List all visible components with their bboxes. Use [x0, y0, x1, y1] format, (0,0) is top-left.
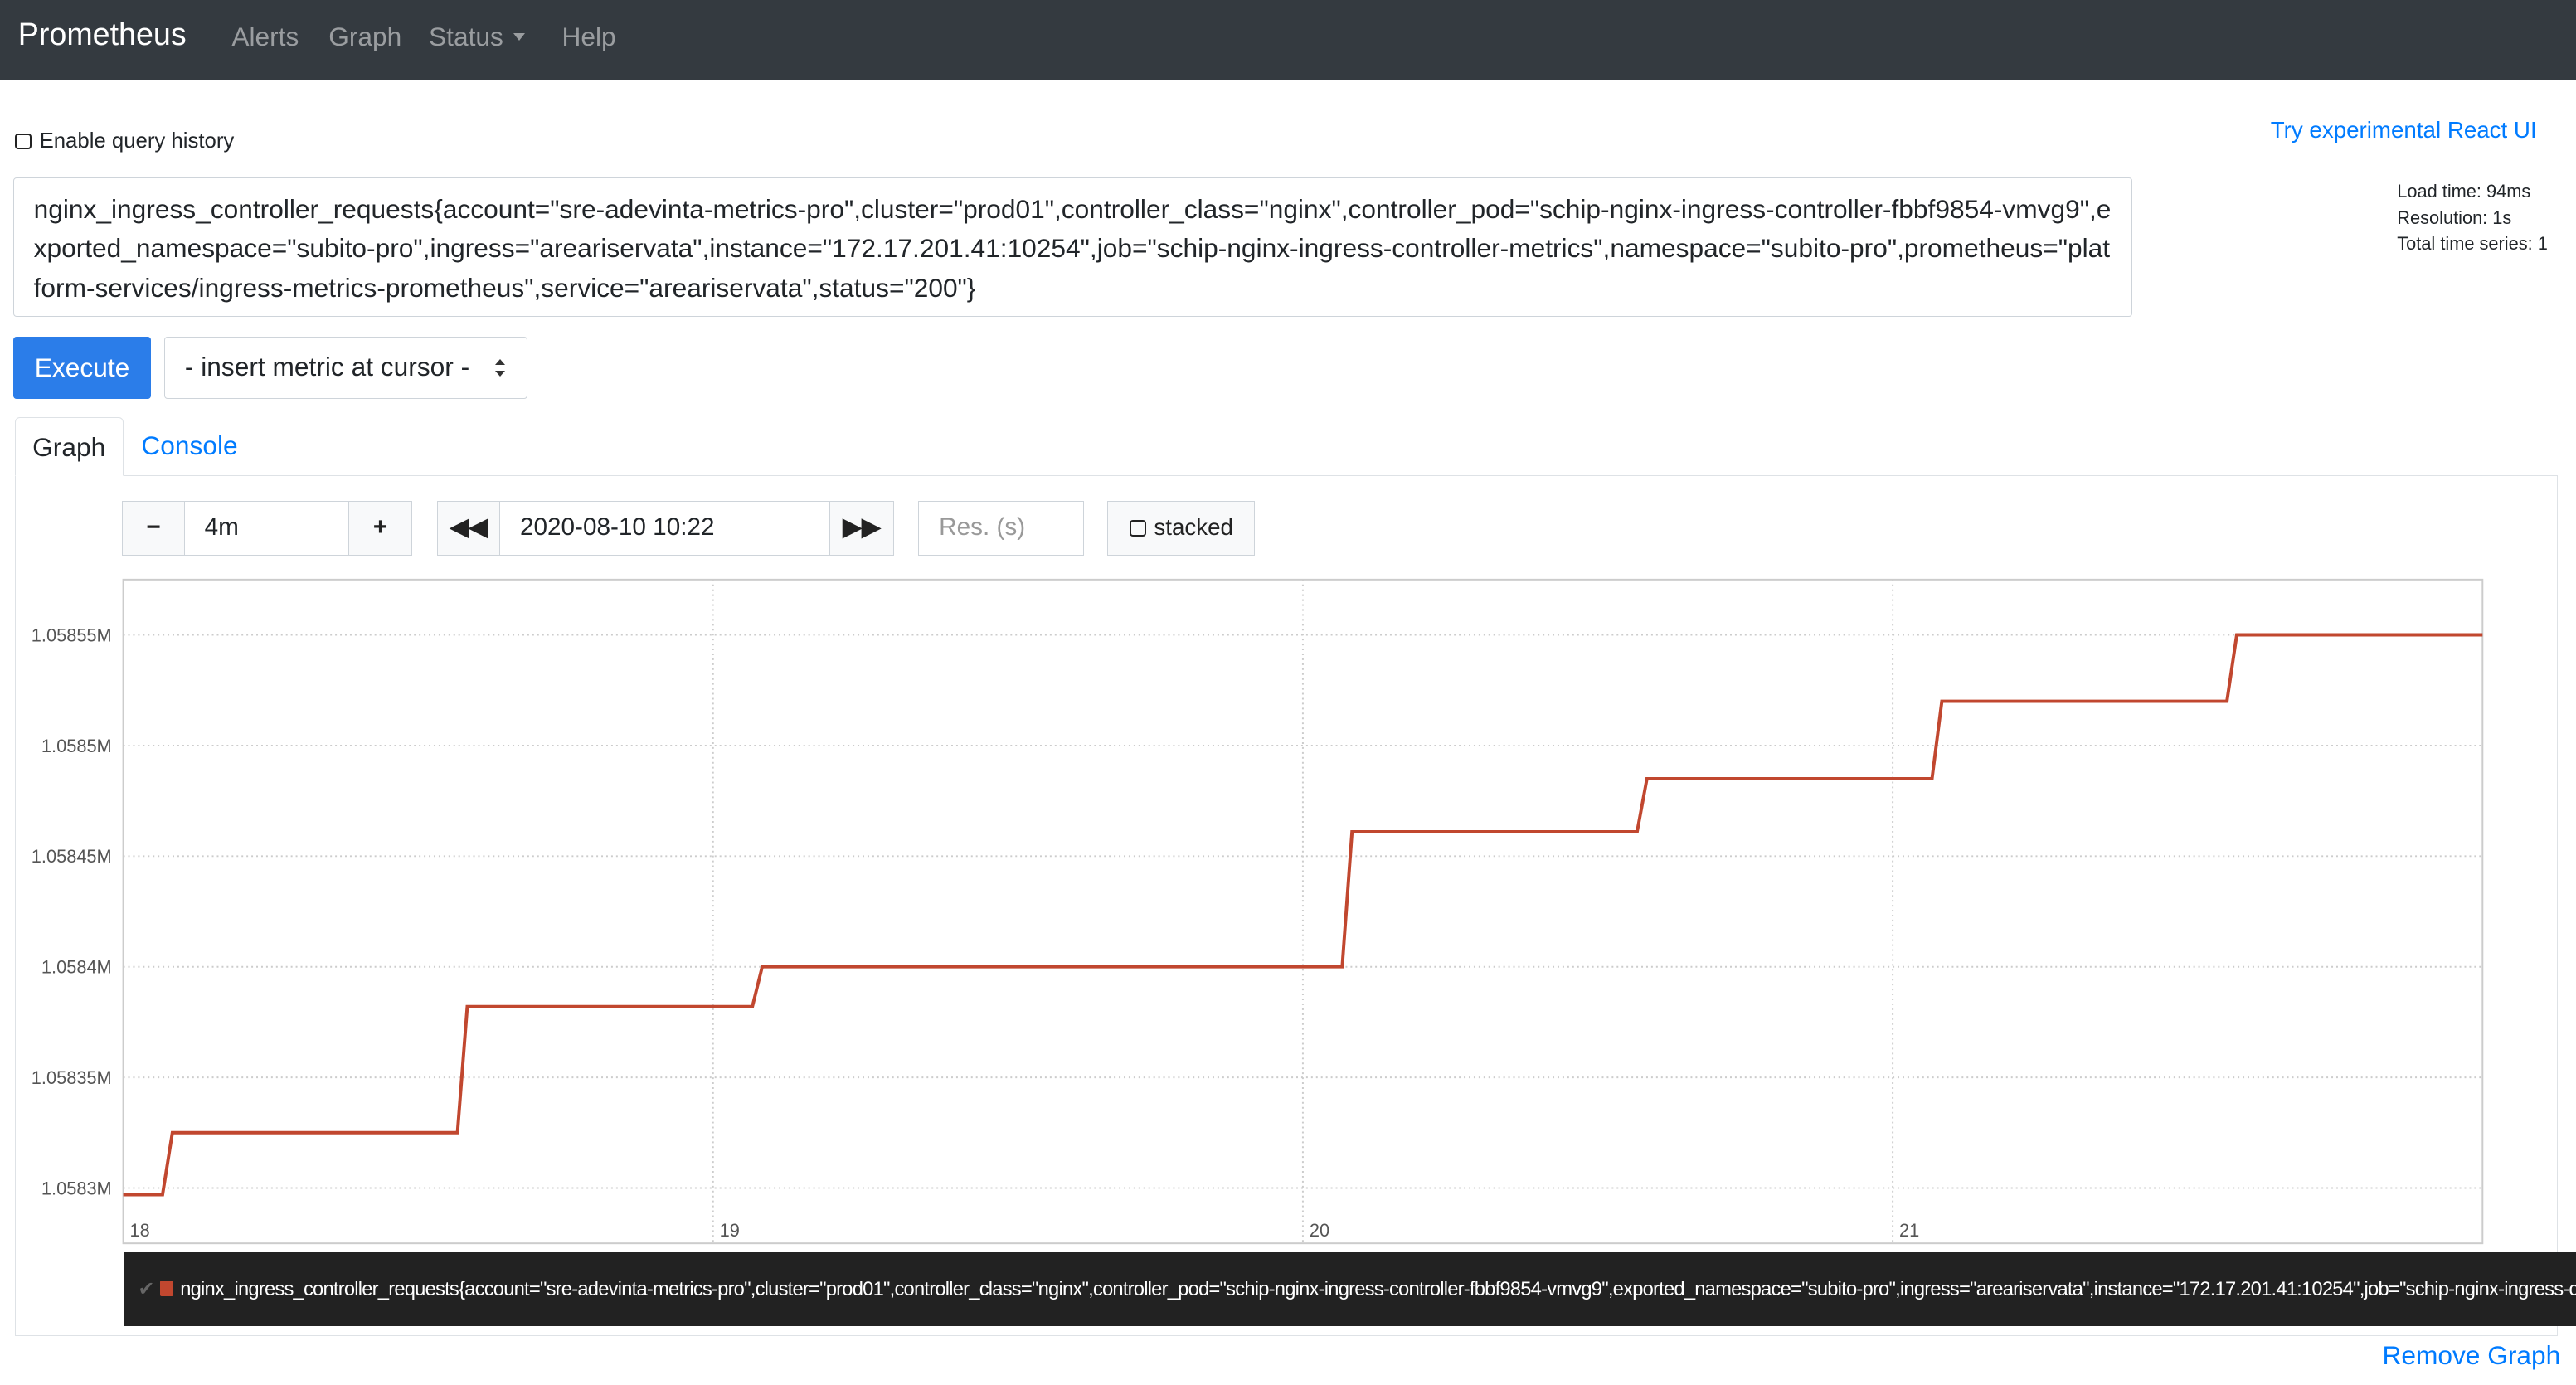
expression-input[interactable]: nginx_ingress_controller_requests{accoun… — [12, 177, 2133, 318]
insert-metric-select[interactable]: - insert metric at cursor - — [164, 337, 527, 400]
checkbox-icon[interactable] — [14, 133, 32, 150]
stacked-label: stacked — [1154, 514, 1233, 541]
react-ui-link[interactable]: Try experimental React UI — [2270, 116, 2537, 143]
query-history-label: Enable query history — [39, 129, 235, 153]
graph-chart[interactable]: 1.0583M 1.05835M 1.0584M 1.05845M 1.0585M 1.0… — [0, 566, 2576, 1256]
tab-graph[interactable]: Graph — [14, 417, 124, 477]
time-forward-button[interactable]: ▶▶ — [829, 501, 894, 556]
brand-logo[interactable]: Prometheus — [17, 16, 187, 51]
navbar: Prometheus Alerts Graph Status Help — [0, 0, 2576, 81]
rewind-icon: ◀◀ — [450, 513, 488, 542]
load-time: Load time: 94ms — [2397, 180, 2531, 202]
remove-graph-link[interactable]: Remove Graph — [2382, 1340, 2561, 1371]
fast-forward-icon: ▶▶ — [843, 513, 881, 542]
legend: ✔ nginx_ingress_controller_requests{accou… — [123, 1251, 2576, 1326]
y-tick-label: 1.0583M — [41, 1178, 112, 1199]
resolution-input[interactable]: Res. (s) — [918, 501, 1085, 556]
x-tick-label: 20 — [1310, 1221, 1329, 1242]
x-tick-label: 18 — [129, 1221, 149, 1242]
time-back-button[interactable]: ◀◀ — [436, 501, 502, 556]
nav-status-label: Status — [429, 21, 503, 51]
stacked-toggle[interactable]: stacked — [1107, 501, 1256, 556]
check-icon[interactable]: ✔ — [138, 1277, 154, 1300]
query-history-toggle[interactable]: Enable query history — [14, 129, 235, 153]
total-series: Total time series: 1 — [2397, 233, 2548, 255]
insert-metric-label: - insert metric at cursor - — [184, 352, 470, 382]
nav-status[interactable]: Status — [429, 22, 525, 52]
x-tick-label: 19 — [720, 1221, 740, 1242]
tab-content — [14, 474, 2559, 1336]
x-tick-label: 21 — [1899, 1221, 1919, 1242]
series-line — [123, 633, 2483, 1197]
nav-graph[interactable]: Graph — [328, 21, 402, 51]
end-time-input[interactable]: 2020-08-10 10:22 — [499, 501, 832, 556]
resolution: Resolution: 1s — [2397, 207, 2512, 228]
nav-alerts[interactable]: Alerts — [231, 21, 299, 51]
y-tick-label: 1.05855M — [32, 625, 112, 646]
select-arrow-down-icon — [495, 370, 506, 377]
range-increase-button[interactable]: + — [348, 501, 413, 556]
checkbox-icon — [1129, 520, 1146, 537]
nav-help[interactable]: Help — [561, 21, 616, 51]
y-tick-label: 1.05845M — [32, 847, 112, 867]
y-tick-label: 1.0585M — [41, 736, 112, 756]
series-swatch — [160, 1280, 174, 1297]
y-tick-label: 1.05835M — [32, 1067, 112, 1088]
caret-down-icon — [513, 32, 525, 41]
execute-button[interactable]: Execute — [12, 337, 152, 400]
select-arrow-up-icon — [495, 359, 506, 365]
range-decrease-button[interactable]: − — [121, 501, 186, 556]
tab-console[interactable]: Console — [141, 430, 238, 461]
range-input[interactable]: 4m — [183, 501, 350, 556]
y-tick-label: 1.0584M — [41, 957, 112, 978]
legend-label[interactable]: nginx_ingress_controller_requests{accoun… — [180, 1277, 2576, 1300]
